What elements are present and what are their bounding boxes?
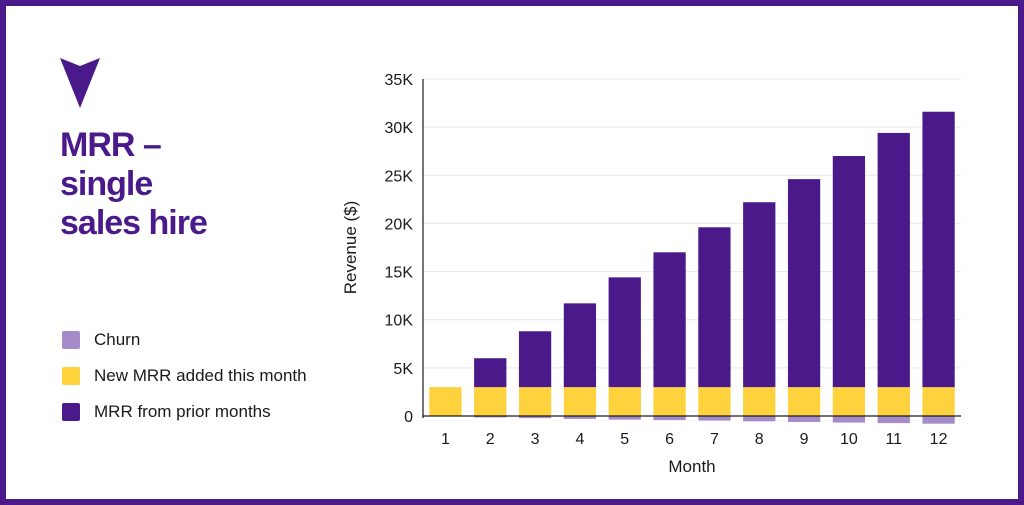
x-tick-label: 6 — [665, 431, 674, 448]
title-line-1: MRR – — [60, 126, 162, 164]
bar-prior-mrr-4 — [563, 303, 597, 388]
bar-new-mrr-11 — [877, 387, 910, 416]
x-tick-label: 3 — [531, 431, 540, 448]
bar-prior-mrr-10 — [832, 156, 866, 388]
legend-swatch-new-mrr — [62, 367, 80, 385]
x-tick-label: 10 — [840, 431, 858, 448]
bar-churn-11 — [877, 416, 910, 424]
y-tick-label: 30K — [385, 120, 414, 137]
legend-item-prior-mrr: MRR from prior months — [62, 394, 307, 430]
bar-new-mrr-8 — [743, 387, 776, 416]
bar-churn-8 — [743, 416, 776, 422]
bar-new-mrr-6 — [653, 387, 686, 416]
y-tick-label: 5K — [393, 361, 413, 378]
x-tick-label: 2 — [486, 431, 495, 448]
bar-new-mrr-1 — [429, 387, 462, 416]
bar-prior-mrr-3 — [518, 331, 552, 388]
bar-new-mrr-7 — [698, 387, 731, 416]
x-axis-label: Month — [668, 457, 715, 476]
bar-churn-5 — [608, 416, 641, 420]
y-tick-label: 15K — [385, 265, 414, 282]
bar-new-mrr-12 — [922, 387, 955, 416]
bar-prior-mrr-11 — [877, 132, 910, 388]
y-tick-label: 0 — [404, 409, 413, 426]
bar-churn-12 — [922, 416, 955, 424]
bar-prior-mrr-2 — [474, 358, 507, 388]
x-tick-label: 4 — [575, 431, 584, 448]
bar-new-mrr-3 — [518, 387, 552, 416]
bar-prior-mrr-9 — [787, 179, 821, 388]
legend-swatch-prior-mrr — [62, 403, 80, 421]
bar-churn-4 — [563, 416, 597, 419]
bar-churn-7 — [698, 416, 731, 421]
legend-label-churn: Churn — [94, 330, 141, 349]
bar-prior-mrr-7 — [698, 227, 731, 388]
down-arrowhead-icon — [60, 58, 100, 108]
bar-prior-mrr-12 — [922, 111, 955, 388]
y-tick-label: 25K — [385, 168, 414, 185]
bar-prior-mrr-6 — [653, 252, 686, 388]
legend-label-prior-mrr: MRR from prior months — [94, 402, 271, 421]
bar-churn-3 — [518, 416, 552, 419]
bar-prior-mrr-8 — [743, 202, 776, 388]
bar-new-mrr-10 — [832, 387, 866, 416]
x-tick-label: 9 — [800, 431, 809, 448]
x-tick-label: 1 — [441, 431, 450, 448]
bar-new-mrr-2 — [474, 387, 507, 416]
bar-new-mrr-4 — [563, 387, 597, 416]
y-tick-label: 35K — [385, 72, 414, 89]
bar-churn-9 — [787, 416, 821, 422]
title-line-2: single — [60, 165, 153, 203]
legend: Churn New MRR added this month MRR from … — [62, 322, 307, 430]
x-tick-label: 12 — [930, 431, 948, 448]
y-tick-label: 10K — [385, 313, 414, 330]
legend-item-churn: Churn — [62, 322, 307, 358]
bar-new-mrr-9 — [787, 387, 821, 416]
x-tick-label: 11 — [885, 431, 902, 448]
bar-churn-2 — [474, 416, 507, 418]
bar-churn-10 — [832, 416, 866, 423]
x-tick-label: 5 — [620, 431, 629, 448]
x-tick-label: 8 — [755, 431, 764, 448]
chart-title: MRR – single sales hire — [60, 126, 320, 243]
legend-swatch-churn — [62, 331, 80, 349]
bar-prior-mrr-5 — [608, 277, 641, 388]
x-tick-label: 7 — [710, 431, 719, 448]
y-axis-label: Revenue ($) — [341, 201, 360, 295]
y-tick-label: 20K — [385, 216, 414, 233]
bar-new-mrr-5 — [608, 387, 641, 416]
bar-churn-6 — [653, 416, 686, 421]
title-line-3: sales hire — [60, 204, 208, 242]
legend-item-new-mrr: New MRR added this month — [62, 358, 307, 394]
legend-label-new-mrr: New MRR added this month — [94, 366, 307, 385]
